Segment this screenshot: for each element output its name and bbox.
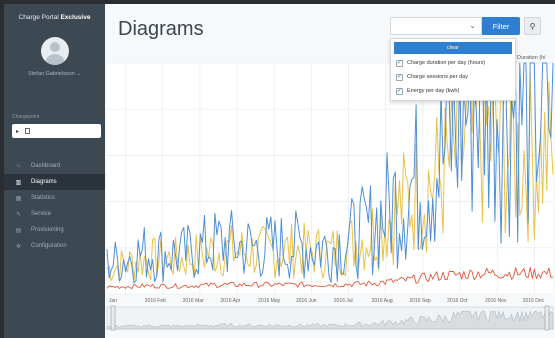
navigator-handle-right <box>544 305 550 331</box>
x-tick-label: 2016 Apr <box>220 298 240 304</box>
series-option[interactable]: ✓ Charge sessions per day <box>396 72 468 82</box>
x-tick-label: 2016 Jul <box>334 298 353 304</box>
brand-suffix: Exclusive <box>60 14 91 21</box>
sidebar-item-service[interactable]: ✎ Service <box>4 206 105 222</box>
page-title: Diagrams <box>118 18 204 40</box>
bar-chart-icon: ▥ <box>15 179 22 186</box>
checkbox[interactable]: ✓ <box>396 59 403 67</box>
clear-button[interactable]: clear <box>394 42 512 54</box>
sidebar-item-diagrams[interactable]: ▥ Diagrams <box>4 174 105 190</box>
sidebar-item-provisioning[interactable]: ▤ Provisioning <box>4 222 105 238</box>
user-menu[interactable]: Stefan Gabrielsson ⌄ <box>4 71 105 77</box>
sidebar-item-label: Dashboard <box>31 163 61 169</box>
x-tick-label: 2016 Nov <box>485 298 507 304</box>
x-tick-label: 2016 Oct <box>447 298 468 304</box>
x-tick-label: 2016 Dec <box>523 298 545 304</box>
sidebar-item-label: Provisioning <box>31 227 64 233</box>
filter-button[interactable]: Filter <box>482 17 520 35</box>
chevron-down-icon: ⌄ <box>76 71 81 77</box>
series-option-label: Charge sessions per day <box>407 74 468 80</box>
series-line-energy <box>106 266 554 290</box>
x-tick-label: 2016 Feb <box>145 298 166 304</box>
home-icon: ⌂ <box>16 163 21 169</box>
x-tick-label: 2016 Sep <box>409 298 431 304</box>
brand-title: Charge Portal Exclusive <box>4 14 105 21</box>
x-tick-label: 2016 Aug <box>372 298 393 304</box>
x-tick-label: 2016 May <box>258 298 280 304</box>
station-icon <box>25 128 30 134</box>
navigator-handle-left <box>110 305 116 331</box>
search-icon: ⚲ <box>529 21 536 31</box>
navigator-series <box>106 310 554 330</box>
x-tick-label: 2016 Mar <box>183 298 204 304</box>
brand-prefix: Charge Portal <box>18 14 59 21</box>
x-tick-label: 2016 Jun <box>296 298 317 304</box>
sidebar: Charge Portal Exclusive Stefan Gabrielss… <box>4 4 105 338</box>
series-dropdown: clear ✓ Charge duration per day (hours) ✓ C… <box>390 38 516 101</box>
series-option-label: Charge duration per day (hours) <box>407 60 486 66</box>
checkbox[interactable]: ✓ <box>396 73 403 81</box>
sidebar-item-label: Service <box>31 211 52 217</box>
sidebar-item-label: Statistics <box>31 195 56 201</box>
sidebar-item-statistics[interactable]: ▦ Statistics <box>4 190 105 206</box>
sidebar-item-label: Diagrams <box>31 179 57 185</box>
wrench-icon: ✎ <box>15 211 22 218</box>
checkbox[interactable]: ✓ <box>396 87 403 95</box>
table-icon: ▦ <box>15 195 22 202</box>
user-name: Stefan Gabrielsson <box>28 71 75 77</box>
station-selector[interactable]: ▸ <box>12 124 101 138</box>
diagram-select[interactable]: ⌄ <box>390 17 482 35</box>
sidebar-nav: ⌂ Dashboard ▥ Diagrams ▦ Statistics ✎ Service ▤ P… <box>4 158 105 254</box>
series-option-label: Energy per day (kwh) <box>407 88 460 94</box>
chart-legend-label: Duration (hi <box>517 55 546 61</box>
chevron-down-icon: ⌄ <box>469 21 476 30</box>
caret-right-icon: ▸ <box>16 129 20 135</box>
series-option[interactable]: ✓ Energy per day (kwh) <box>396 86 459 96</box>
main-content: Diagrams ⌄ Filter ⚲ clear ✓ Charge durati… <box>105 4 555 338</box>
sidebar-item-label: Configuration <box>31 243 67 249</box>
plot-area <box>107 63 553 294</box>
sidebar-item-configuration[interactable]: ✲ Configuration <box>4 238 105 254</box>
x-tick-label: Jan <box>109 298 117 304</box>
gear-icon: ✲ <box>15 243 22 250</box>
series-line-duration <box>106 62 554 284</box>
box-icon: ▤ <box>15 227 22 234</box>
section-label: Chargepoint <box>12 114 40 120</box>
avatar[interactable] <box>41 37 69 65</box>
sidebar-item-dashboard[interactable]: ⌂ Dashboard <box>4 158 105 174</box>
series-option[interactable]: ✓ Charge duration per day (hours) <box>396 58 485 68</box>
line-chart[interactable]: Jan 2016 Feb 2016 Mar 2016 Apr 2016 May 2016 … <box>105 59 555 338</box>
search-button[interactable]: ⚲ <box>524 17 541 35</box>
